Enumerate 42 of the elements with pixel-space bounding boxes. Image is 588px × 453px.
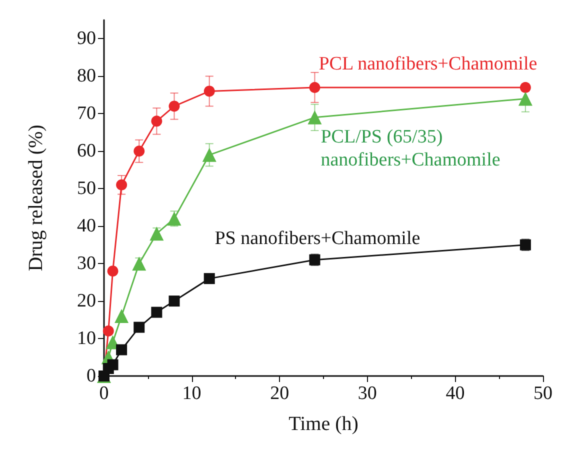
point	[204, 273, 215, 284]
y-axis-title: Drug released (%)	[25, 124, 47, 272]
point	[134, 146, 145, 157]
point	[168, 100, 180, 112]
point	[132, 256, 146, 271]
point	[107, 359, 118, 370]
point	[102, 326, 114, 337]
y-tick-label: 60	[77, 140, 96, 162]
series-label: PCL/PS (65/35) nanofibers+Chamomile	[320, 126, 500, 170]
y-tick-label: 40	[77, 216, 96, 237]
point	[116, 179, 128, 190]
x-axis-title: Time (h)	[288, 413, 358, 435]
x-tick-label: 0	[99, 383, 109, 404]
x-tick-label: 20	[270, 383, 290, 404]
point	[518, 92, 532, 106]
y-tick-label: 30	[77, 253, 96, 274]
x-tick-label: 10	[182, 383, 202, 404]
y-tick-label: 50	[77, 178, 96, 200]
y-tick-label: 20	[77, 290, 96, 312]
point	[168, 296, 180, 307]
point	[116, 344, 128, 356]
x-tick-label: 40	[446, 383, 465, 404]
y-tick-label: 80	[77, 66, 96, 87]
point	[167, 212, 182, 226]
x-tick-label: 30	[358, 383, 377, 404]
point	[134, 322, 145, 333]
series-label: PCL nanofibers+Chamomile	[318, 53, 538, 74]
point	[204, 86, 215, 97]
x-tick-label: 50	[534, 383, 552, 404]
series-label: PS nanofibers+Chamomile	[214, 228, 420, 249]
point	[202, 148, 216, 162]
point	[107, 266, 118, 277]
y-tick-label: 70	[77, 103, 96, 124]
point	[309, 82, 320, 93]
y-tick-label: 10	[77, 328, 96, 350]
point	[308, 110, 322, 124]
point	[150, 226, 164, 241]
y-tick-label: 90	[77, 28, 96, 50]
point	[151, 116, 162, 127]
y-tick-label: 0	[86, 366, 96, 386]
point	[114, 309, 129, 324]
point	[151, 306, 162, 318]
